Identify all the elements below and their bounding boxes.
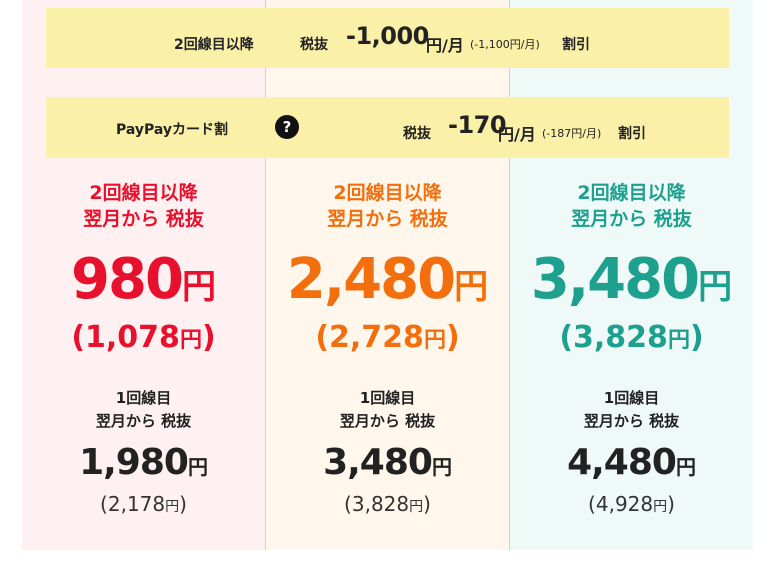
main-price-incl-value: 2,728 (329, 320, 424, 355)
first-line-price-value: 4,480 (567, 442, 677, 483)
main-price: 980円 (22, 248, 265, 312)
plan-head-line2: 翌月から 税抜 (571, 208, 692, 230)
main-price: 3,480円 (510, 248, 753, 312)
plan-column-3: 2回線目以降 翌月から 税抜 3,480円 (3,828円) 1回線目 翌月から… (510, 180, 753, 520)
main-price-incl-value: 3,828 (573, 320, 668, 355)
main-price-incl-tax: (2,728円) (315, 320, 460, 355)
paypay-card-discount-band: PayPayカード割 ? 税抜 -170 円/月 (-187円/月) 割引 (46, 97, 729, 158)
discount-suffix: 割引 (562, 37, 590, 53)
column-divider (509, 0, 510, 550)
first-line-price: 4,480円 (567, 442, 696, 483)
main-price-incl-tax: (3,828円) (559, 320, 704, 355)
first-line-price-incl-tax: (4,928円) (588, 492, 675, 516)
plan-column-bg-1 (22, 0, 265, 550)
plan-column-2: 2回線目以降 翌月から 税抜 2,480円 (2,728円) 1回線目 翌月から… (266, 180, 509, 520)
first-line-price-incl-tax: (2,178円) (100, 492, 187, 516)
plan-head-line2: 翌月から 税抜 (327, 208, 448, 230)
discount-unit: 円/月 (498, 125, 536, 144)
first-line-head: 1回線目 翌月から 税抜 (339, 389, 436, 430)
discount-unit: 円/月 (426, 36, 464, 55)
plan-column-1: 2回線目以降 翌月から 税抜 980円 (1,078円) 1回線目 翌月から 税… (22, 180, 265, 520)
first-line-head: 1回線目 翌月から 税抜 (583, 389, 680, 430)
tax-label: 税抜 (403, 126, 431, 142)
column-divider (265, 0, 266, 550)
first-line-price-incl-tax: (3,828円) (344, 492, 431, 516)
main-price-value: 2,480 (286, 247, 456, 312)
main-price-yen: 円 (181, 267, 216, 307)
discount-suffix: 割引 (618, 126, 646, 142)
discount-incl-tax: (-187円/月) (542, 127, 602, 140)
multi-line-discount-band: 2回線目以降 税抜 -1,000 円/月 (-1,100円/月) 割引 (46, 8, 729, 68)
plan-column-bg-3 (510, 0, 753, 550)
main-price: 2,480円 (266, 248, 509, 312)
plan-head-line1: 2回線目以降 (577, 182, 686, 204)
discount-label: 2回線目以降 (174, 37, 254, 53)
tax-label: 税抜 (300, 37, 328, 53)
main-price-incl-value: 1,078 (85, 320, 180, 355)
discount-incl-tax: (-1,100円/月) (470, 38, 540, 51)
main-price-incl-tax: (1,078円) (71, 320, 216, 355)
main-price-yen: 円 (698, 267, 733, 307)
main-price-yen: 円 (454, 267, 489, 307)
plan-head-line2: 翌月から 税抜 (83, 208, 204, 230)
first-line-price-value: 3,480 (323, 442, 433, 483)
discount-amount: -170 (448, 111, 507, 139)
discount-amount: -1,000 (346, 22, 429, 50)
plan-head-line1: 2回線目以降 (333, 182, 442, 204)
first-line-price: 1,980円 (79, 442, 208, 483)
question-circle-icon[interactable]: ? (275, 115, 299, 139)
paypay-card-label: PayPayカード割 (116, 122, 229, 138)
first-line-head: 1回線目 翌月から 税抜 (95, 389, 192, 430)
plan-head-line1: 2回線目以降 (89, 182, 198, 204)
plan-column-bg-2 (266, 0, 509, 550)
first-line-price-value: 1,980 (79, 442, 189, 483)
first-line-price: 3,480円 (323, 442, 452, 483)
main-price-value: 3,480 (530, 247, 700, 312)
main-price-value: 980 (71, 247, 184, 312)
